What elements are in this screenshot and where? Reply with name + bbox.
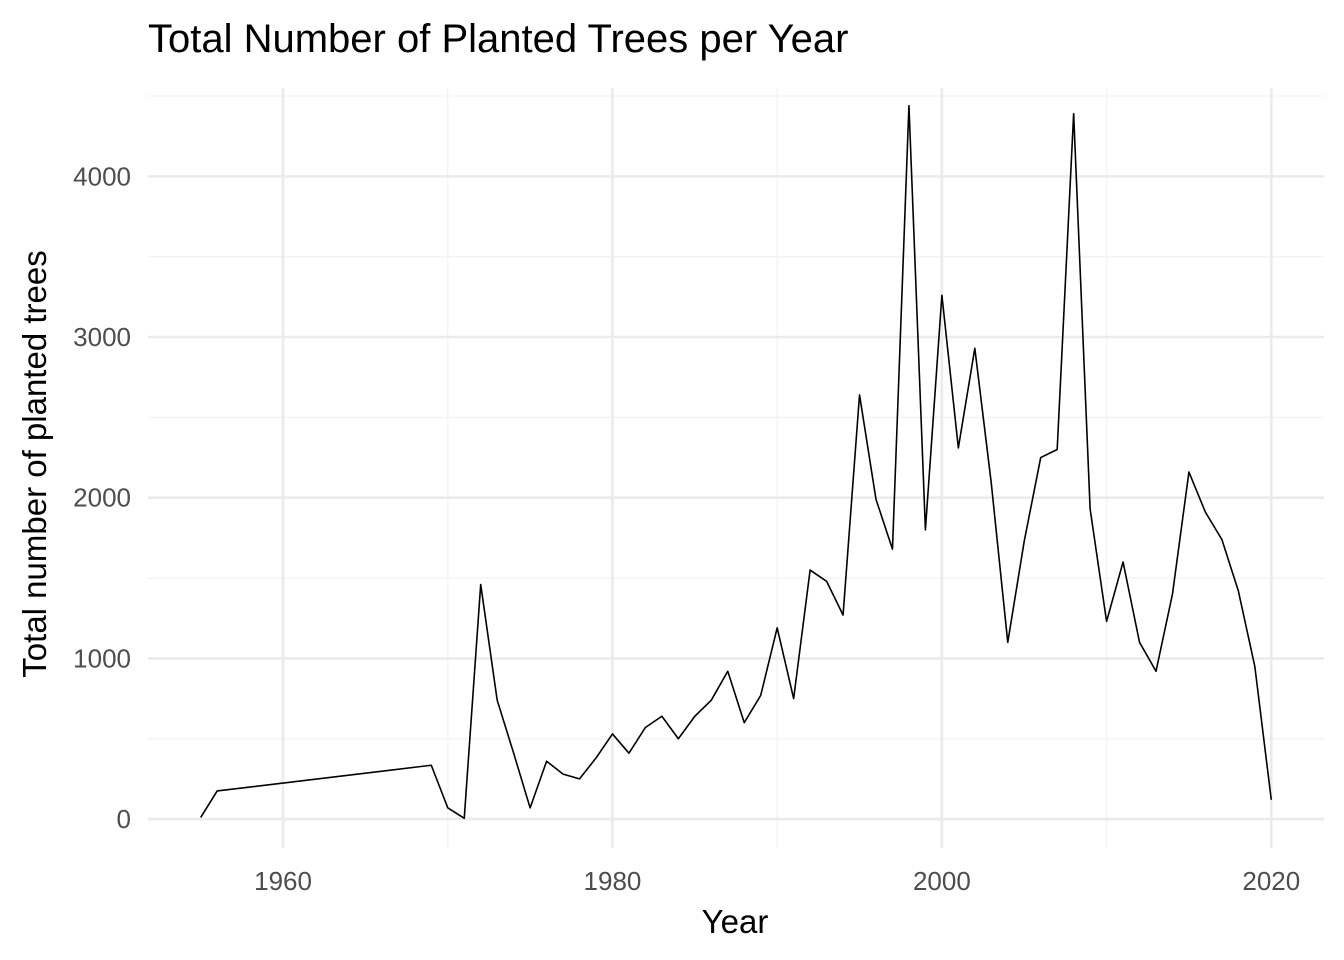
x-axis-tick-labels: 1960 1980 2000 2020 [254,866,1300,896]
x-axis-title: Year [702,903,769,940]
y-tick-label: 4000 [73,161,131,191]
x-tick-label: 1980 [584,866,642,896]
y-axis-tick-labels: 0 1000 2000 3000 4000 [73,161,131,834]
major-gridlines-x [281,88,1273,848]
major-gridlines-y [148,175,1324,821]
series-layer [200,104,1273,820]
chart-title: Total Number of Planted Trees per Year [148,17,848,61]
y-tick-label: 1000 [73,643,131,673]
x-tick-label: 2020 [1242,866,1300,896]
y-tick-label: 0 [117,804,131,834]
series-line [200,104,1273,820]
y-tick-label: 2000 [73,483,131,513]
minor-gridlines-y [148,95,1324,740]
y-tick-label: 3000 [73,322,131,352]
x-tick-label: 2000 [913,866,971,896]
y-axis-title: Total number of planted trees [16,250,53,677]
x-tick-label: 1960 [254,866,312,896]
minor-gridlines-x [447,88,1108,848]
